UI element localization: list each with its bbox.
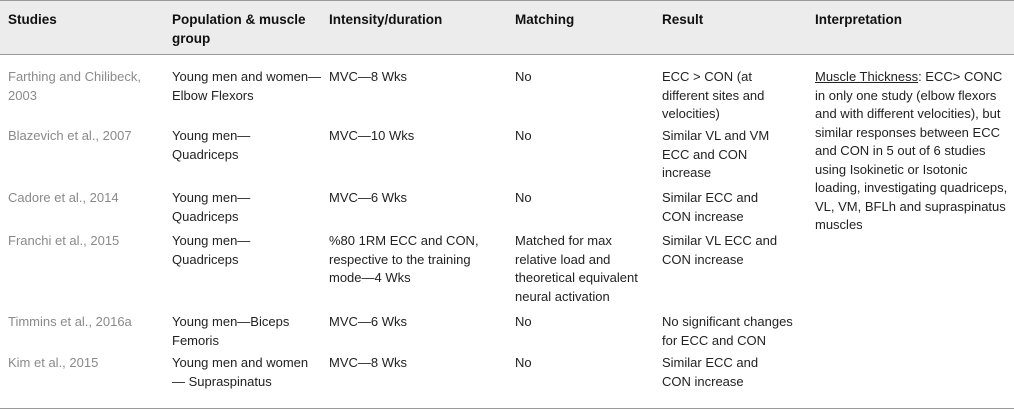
result-cell: No significant changes for ECC and CON	[662, 314, 793, 348]
interpretation-body: : ECC> CONC in only one study (elbow fle…	[815, 69, 1008, 232]
intensity-cell: MVC—8 Wks	[329, 355, 407, 370]
study-name: Cadore et al., 2014	[8, 190, 119, 205]
header-matching: Matching	[515, 12, 575, 27]
study-name: Kim et al., 2015	[8, 355, 99, 370]
header-rule	[0, 54, 1014, 55]
study-name: Farthing and Chilibeck, 2003	[8, 69, 141, 103]
header-result: Result	[662, 12, 704, 27]
population-cell: Young men—Quadriceps	[172, 233, 251, 267]
intensity-cell: MVC—6 Wks	[329, 314, 407, 329]
population-cell: Young men—Biceps Femoris	[172, 314, 290, 348]
header-population: Population & muscle group	[172, 12, 306, 46]
header-studies: Studies	[8, 12, 57, 27]
matching-cell: No	[515, 190, 532, 205]
intensity-cell: MVC—10 Wks	[329, 128, 415, 143]
study-name: Blazevich et al., 2007	[8, 128, 132, 143]
header-interpretation: Interpretation	[815, 12, 903, 27]
header-intensity: Intensity/duration	[329, 12, 443, 27]
interpretation-heading: Muscle Thickness	[815, 69, 919, 84]
matching-cell: No	[515, 355, 532, 370]
population-cell: Young men—Quadriceps	[172, 190, 251, 224]
top-rule	[0, 0, 1014, 1]
matching-cell: Matched for max relative load and theore…	[515, 233, 638, 304]
matching-cell: No	[515, 69, 532, 84]
population-cell: Young men and women— Supraspinatus	[172, 355, 309, 389]
result-cell: ECC > CON (at different sites and veloci…	[662, 69, 765, 121]
result-cell: Similar ECC and CON increase	[662, 190, 759, 224]
matching-cell: No	[515, 128, 532, 143]
intensity-cell: MVC—6 Wks	[329, 190, 407, 205]
result-cell: Similar VL and VM ECC and CON increase	[662, 128, 770, 180]
population-cell: Young men—Quadriceps	[172, 128, 251, 162]
result-cell: Similar ECC and CON increase	[662, 355, 759, 389]
study-name: Franchi et al., 2015	[8, 233, 120, 248]
interpretation-cell: Muscle Thickness: ECC> CONC in only one …	[815, 68, 1011, 235]
intensity-cell: %80 1RM ECC and CON, respective to the t…	[329, 233, 479, 285]
population-cell: Young men and women—Elbow Flexors	[172, 69, 322, 103]
intensity-cell: MVC—8 Wks	[329, 69, 407, 84]
result-cell: Similar VL ECC and CON increase	[662, 233, 778, 267]
matching-cell: No	[515, 314, 532, 329]
table-header-band	[0, 0, 1014, 54]
study-name: Timmins et al., 2016a	[8, 314, 132, 329]
